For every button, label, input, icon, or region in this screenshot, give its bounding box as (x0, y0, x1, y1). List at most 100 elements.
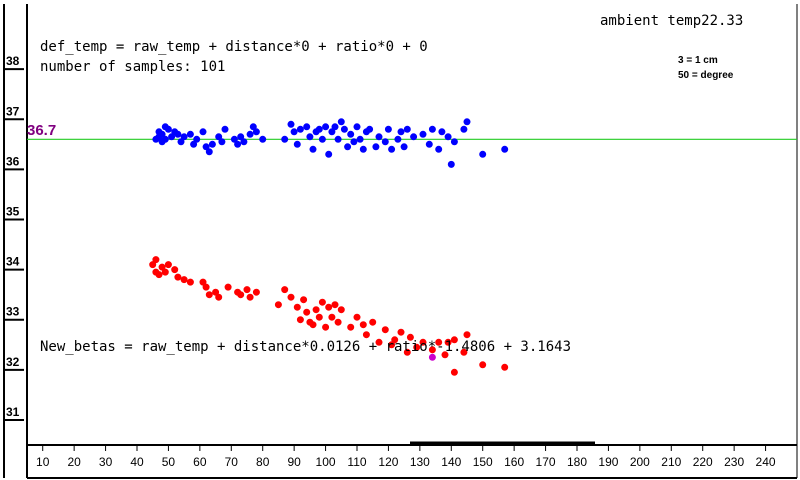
y-tick-label: 31 (6, 405, 20, 419)
x-tick-label: 60 (193, 455, 207, 469)
x-tick-label: 30 (99, 455, 113, 469)
axes (3, 4, 798, 479)
y-tick-label: 32 (6, 355, 20, 369)
data-point (435, 145, 443, 153)
data-point (479, 361, 487, 369)
data-point (334, 318, 342, 326)
data-point (375, 133, 383, 141)
data-point (372, 143, 380, 151)
data-point (246, 130, 254, 138)
x-tick-label: 10 (36, 455, 50, 469)
data-point (447, 160, 455, 168)
data-point (334, 135, 342, 143)
x-ticks: 10 20 30 40 50 60 70 80 90 100 110 120 130 140 150 160 1… (36, 445, 776, 469)
data-point (318, 135, 326, 143)
data-point (296, 125, 304, 133)
data-point (155, 271, 163, 279)
data-point (281, 286, 289, 294)
y-tick-label: 38 (6, 54, 20, 68)
x-tick-label: 40 (130, 455, 144, 469)
data-point (388, 145, 396, 153)
data-point (331, 301, 339, 309)
data-point (463, 118, 471, 126)
data-point (309, 321, 317, 329)
data-point (306, 133, 314, 141)
x-tick-label: 140 (441, 455, 461, 469)
data-point (234, 140, 242, 148)
data-point (375, 338, 383, 346)
data-point (300, 296, 308, 304)
data-point (186, 130, 194, 138)
data-point (215, 293, 223, 301)
data-point (331, 123, 339, 131)
x-tick-label: 80 (256, 455, 270, 469)
data-point (460, 125, 468, 133)
data-point (350, 138, 358, 146)
data-point (428, 353, 436, 361)
ambient-temp-text: ambient temp22.33 (600, 13, 743, 29)
data-point (246, 293, 254, 301)
data-point (381, 138, 389, 146)
data-point (293, 303, 301, 311)
data-point (237, 133, 245, 141)
data-point (303, 123, 311, 131)
data-point (353, 313, 361, 321)
data-point (428, 125, 436, 133)
data-point (237, 291, 245, 299)
x-tick-label: 220 (693, 455, 713, 469)
data-point (158, 263, 166, 271)
data-point (243, 286, 251, 294)
data-point (164, 125, 172, 133)
data-point (406, 333, 414, 341)
data-point (212, 288, 220, 296)
reference-label: 36.7 (27, 122, 56, 139)
data-point (315, 313, 323, 321)
data-point (428, 346, 436, 354)
data-point (215, 133, 223, 141)
data-point (296, 316, 304, 324)
data-point (353, 123, 361, 131)
data-point (397, 128, 405, 136)
x-tick-label: 120 (378, 455, 398, 469)
data-point (337, 118, 345, 126)
x-tick-label: 90 (287, 455, 301, 469)
data-point (309, 145, 317, 153)
data-point (174, 130, 182, 138)
x-tick-label: 150 (473, 455, 493, 469)
data-point (161, 135, 169, 143)
y-tick-label: 34 (6, 255, 20, 269)
data-point (397, 328, 405, 336)
data-point (501, 363, 509, 371)
data-point (344, 143, 352, 151)
x-tick-label: 20 (67, 455, 81, 469)
data-point (240, 138, 248, 146)
data-point (199, 128, 207, 136)
data-point (388, 341, 396, 349)
x-tick-label: 230 (724, 455, 744, 469)
data-point (435, 338, 443, 346)
data-point (403, 348, 411, 356)
data-point (347, 323, 355, 331)
data-point (202, 283, 210, 291)
series-layer (149, 118, 509, 376)
data-point (328, 128, 336, 136)
data-point (312, 306, 320, 314)
data-point (337, 306, 345, 314)
data-point (281, 135, 289, 143)
data-point (438, 128, 446, 136)
data-point (205, 291, 213, 299)
formula-default-text: def_temp = raw_temp + distance*0 + ratio… (40, 39, 428, 55)
data-point (369, 318, 377, 326)
data-point (425, 140, 433, 148)
data-point (149, 261, 157, 269)
data-point (394, 135, 402, 143)
data-point (158, 130, 166, 138)
data-point (419, 338, 427, 346)
data-point (180, 133, 188, 141)
data-point (293, 140, 301, 148)
data-point (174, 273, 182, 281)
data-point (322, 123, 330, 131)
data-point (287, 120, 295, 128)
